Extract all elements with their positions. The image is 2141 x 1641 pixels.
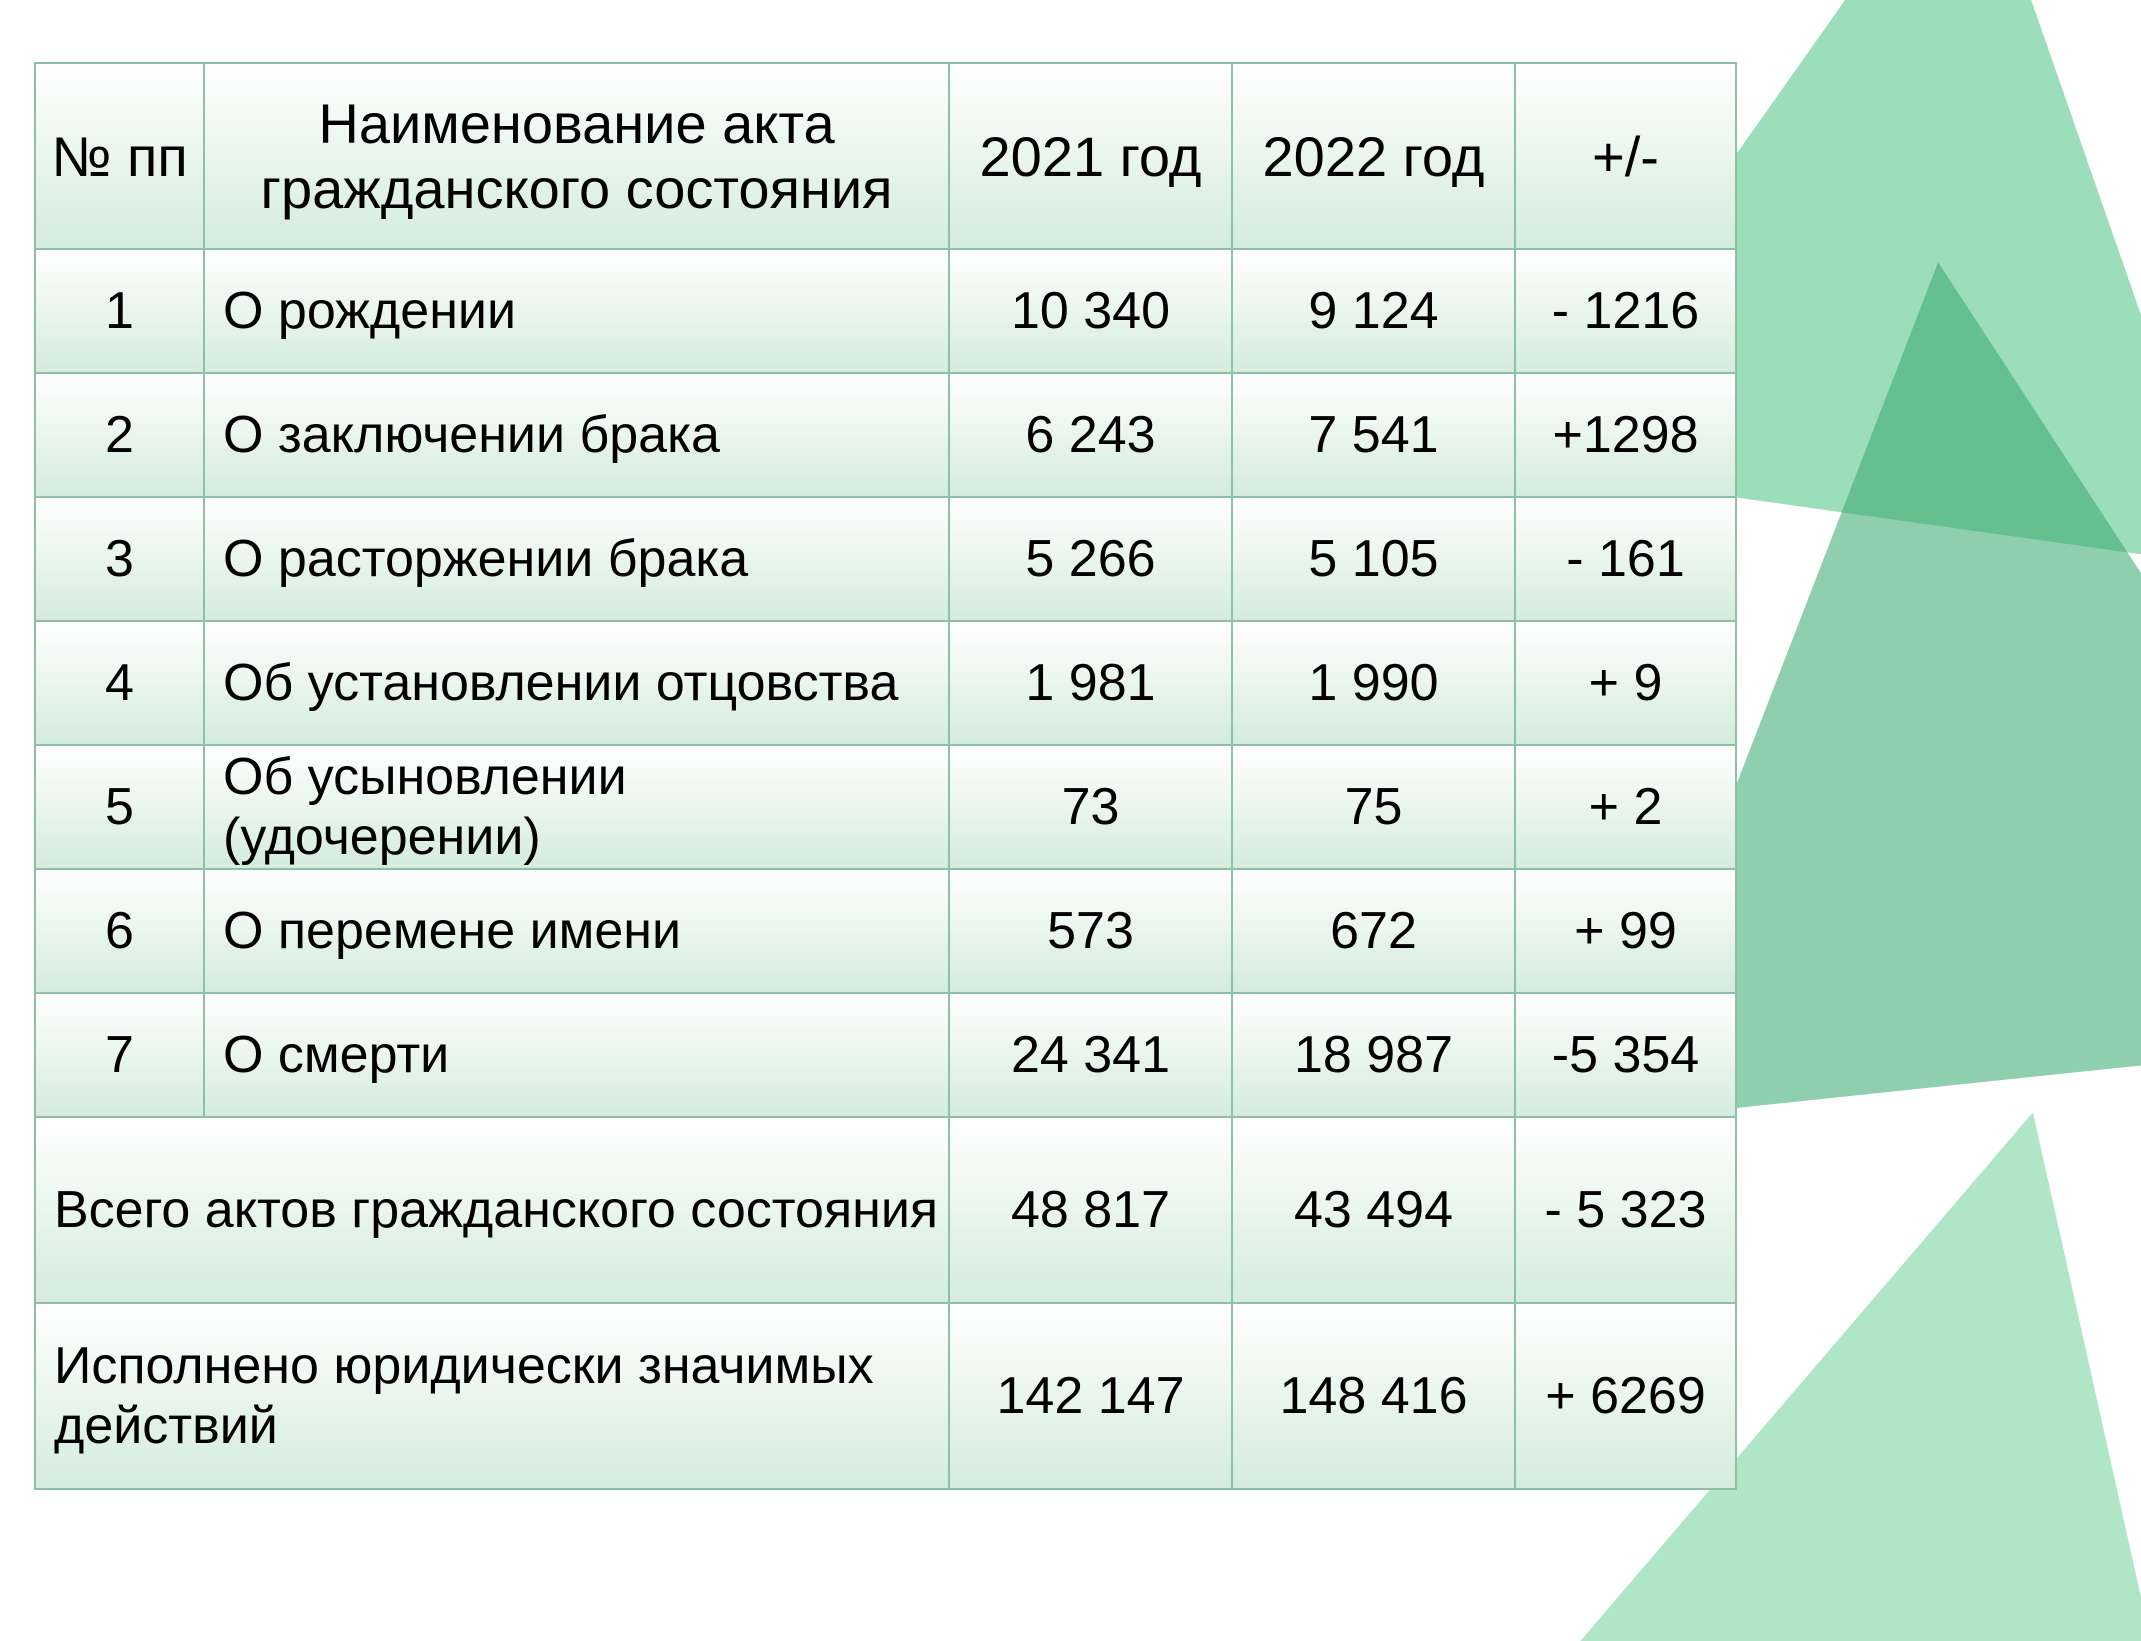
table-row: 5Об усыновлении (удочерении)7375+ 2	[35, 745, 1736, 869]
cell-2022: 672	[1232, 869, 1515, 993]
cell-2022: 9 124	[1232, 249, 1515, 373]
col-header-2022: 2022 год	[1232, 63, 1515, 249]
cell-2022: 75	[1232, 745, 1515, 869]
table-row: 2О заключении брака6 2437 541+1298	[35, 373, 1736, 497]
cell-number: 7	[35, 993, 204, 1117]
cell-2022: 18 987	[1232, 993, 1515, 1117]
cell-name: О перемене имени	[204, 869, 949, 993]
footer-delta: + 6269	[1515, 1303, 1736, 1489]
cell-delta: - 1216	[1515, 249, 1736, 373]
cell-2021: 10 340	[949, 249, 1232, 373]
cell-number: 5	[35, 745, 204, 869]
table-footer-row: Исполнено юридически значимых действий14…	[35, 1303, 1736, 1489]
footer-2022: 43 494	[1232, 1117, 1515, 1303]
cell-name: О расторжении брака	[204, 497, 949, 621]
cell-name: Об установлении отцовства	[204, 621, 949, 745]
cell-2022: 5 105	[1232, 497, 1515, 621]
cell-delta: -5 354	[1515, 993, 1736, 1117]
cell-number: 6	[35, 869, 204, 993]
col-header-delta: +/-	[1515, 63, 1736, 249]
footer-2021: 48 817	[949, 1117, 1232, 1303]
table-row: 6О перемене имени573672+ 99	[35, 869, 1736, 993]
table-row: 3О расторжении брака5 2665 105- 161	[35, 497, 1736, 621]
slide: № пп Наименование акта гражданского сост…	[0, 0, 2141, 1641]
table-row: 4Об установлении отцовства1 9811 990+ 9	[35, 621, 1736, 745]
table-row: 1О рождении10 3409 124- 1216	[35, 249, 1736, 373]
cell-delta: + 99	[1515, 869, 1736, 993]
cell-name: О рождении	[204, 249, 949, 373]
civil-acts-table: № пп Наименование акта гражданского сост…	[34, 62, 1737, 1490]
cell-2021: 24 341	[949, 993, 1232, 1117]
cell-number: 1	[35, 249, 204, 373]
cell-name: Об усыновлении (удочерении)	[204, 745, 949, 869]
footer-2022: 148 416	[1232, 1303, 1515, 1489]
cell-delta: +1298	[1515, 373, 1736, 497]
cell-number: 2	[35, 373, 204, 497]
cell-name: О заключении брака	[204, 373, 949, 497]
cell-2021: 6 243	[949, 373, 1232, 497]
table-row: 7О смерти24 34118 987-5 354	[35, 993, 1736, 1117]
cell-delta: - 161	[1515, 497, 1736, 621]
table-header-row: № пп Наименование акта гражданского сост…	[35, 63, 1736, 249]
col-header-name: Наименование акта гражданского состояния	[204, 63, 949, 249]
cell-delta: + 2	[1515, 745, 1736, 869]
footer-label: Исполнено юридически значимых действий	[35, 1303, 949, 1489]
cell-2021: 73	[949, 745, 1232, 869]
col-header-number: № пп	[35, 63, 204, 249]
col-header-2021: 2021 год	[949, 63, 1232, 249]
cell-delta: + 9	[1515, 621, 1736, 745]
cell-2022: 1 990	[1232, 621, 1515, 745]
cell-2021: 573	[949, 869, 1232, 993]
cell-2021: 1 981	[949, 621, 1232, 745]
footer-2021: 142 147	[949, 1303, 1232, 1489]
cell-name: О смерти	[204, 993, 949, 1117]
table-footer-row: Всего актов гражданского состояния48 817…	[35, 1117, 1736, 1303]
cell-2021: 5 266	[949, 497, 1232, 621]
cell-number: 4	[35, 621, 204, 745]
footer-label: Всего актов гражданского состояния	[35, 1117, 949, 1303]
cell-number: 3	[35, 497, 204, 621]
cell-2022: 7 541	[1232, 373, 1515, 497]
footer-delta: - 5 323	[1515, 1117, 1736, 1303]
table-body: 1О рождении10 3409 124- 12162О заключени…	[35, 249, 1736, 1489]
